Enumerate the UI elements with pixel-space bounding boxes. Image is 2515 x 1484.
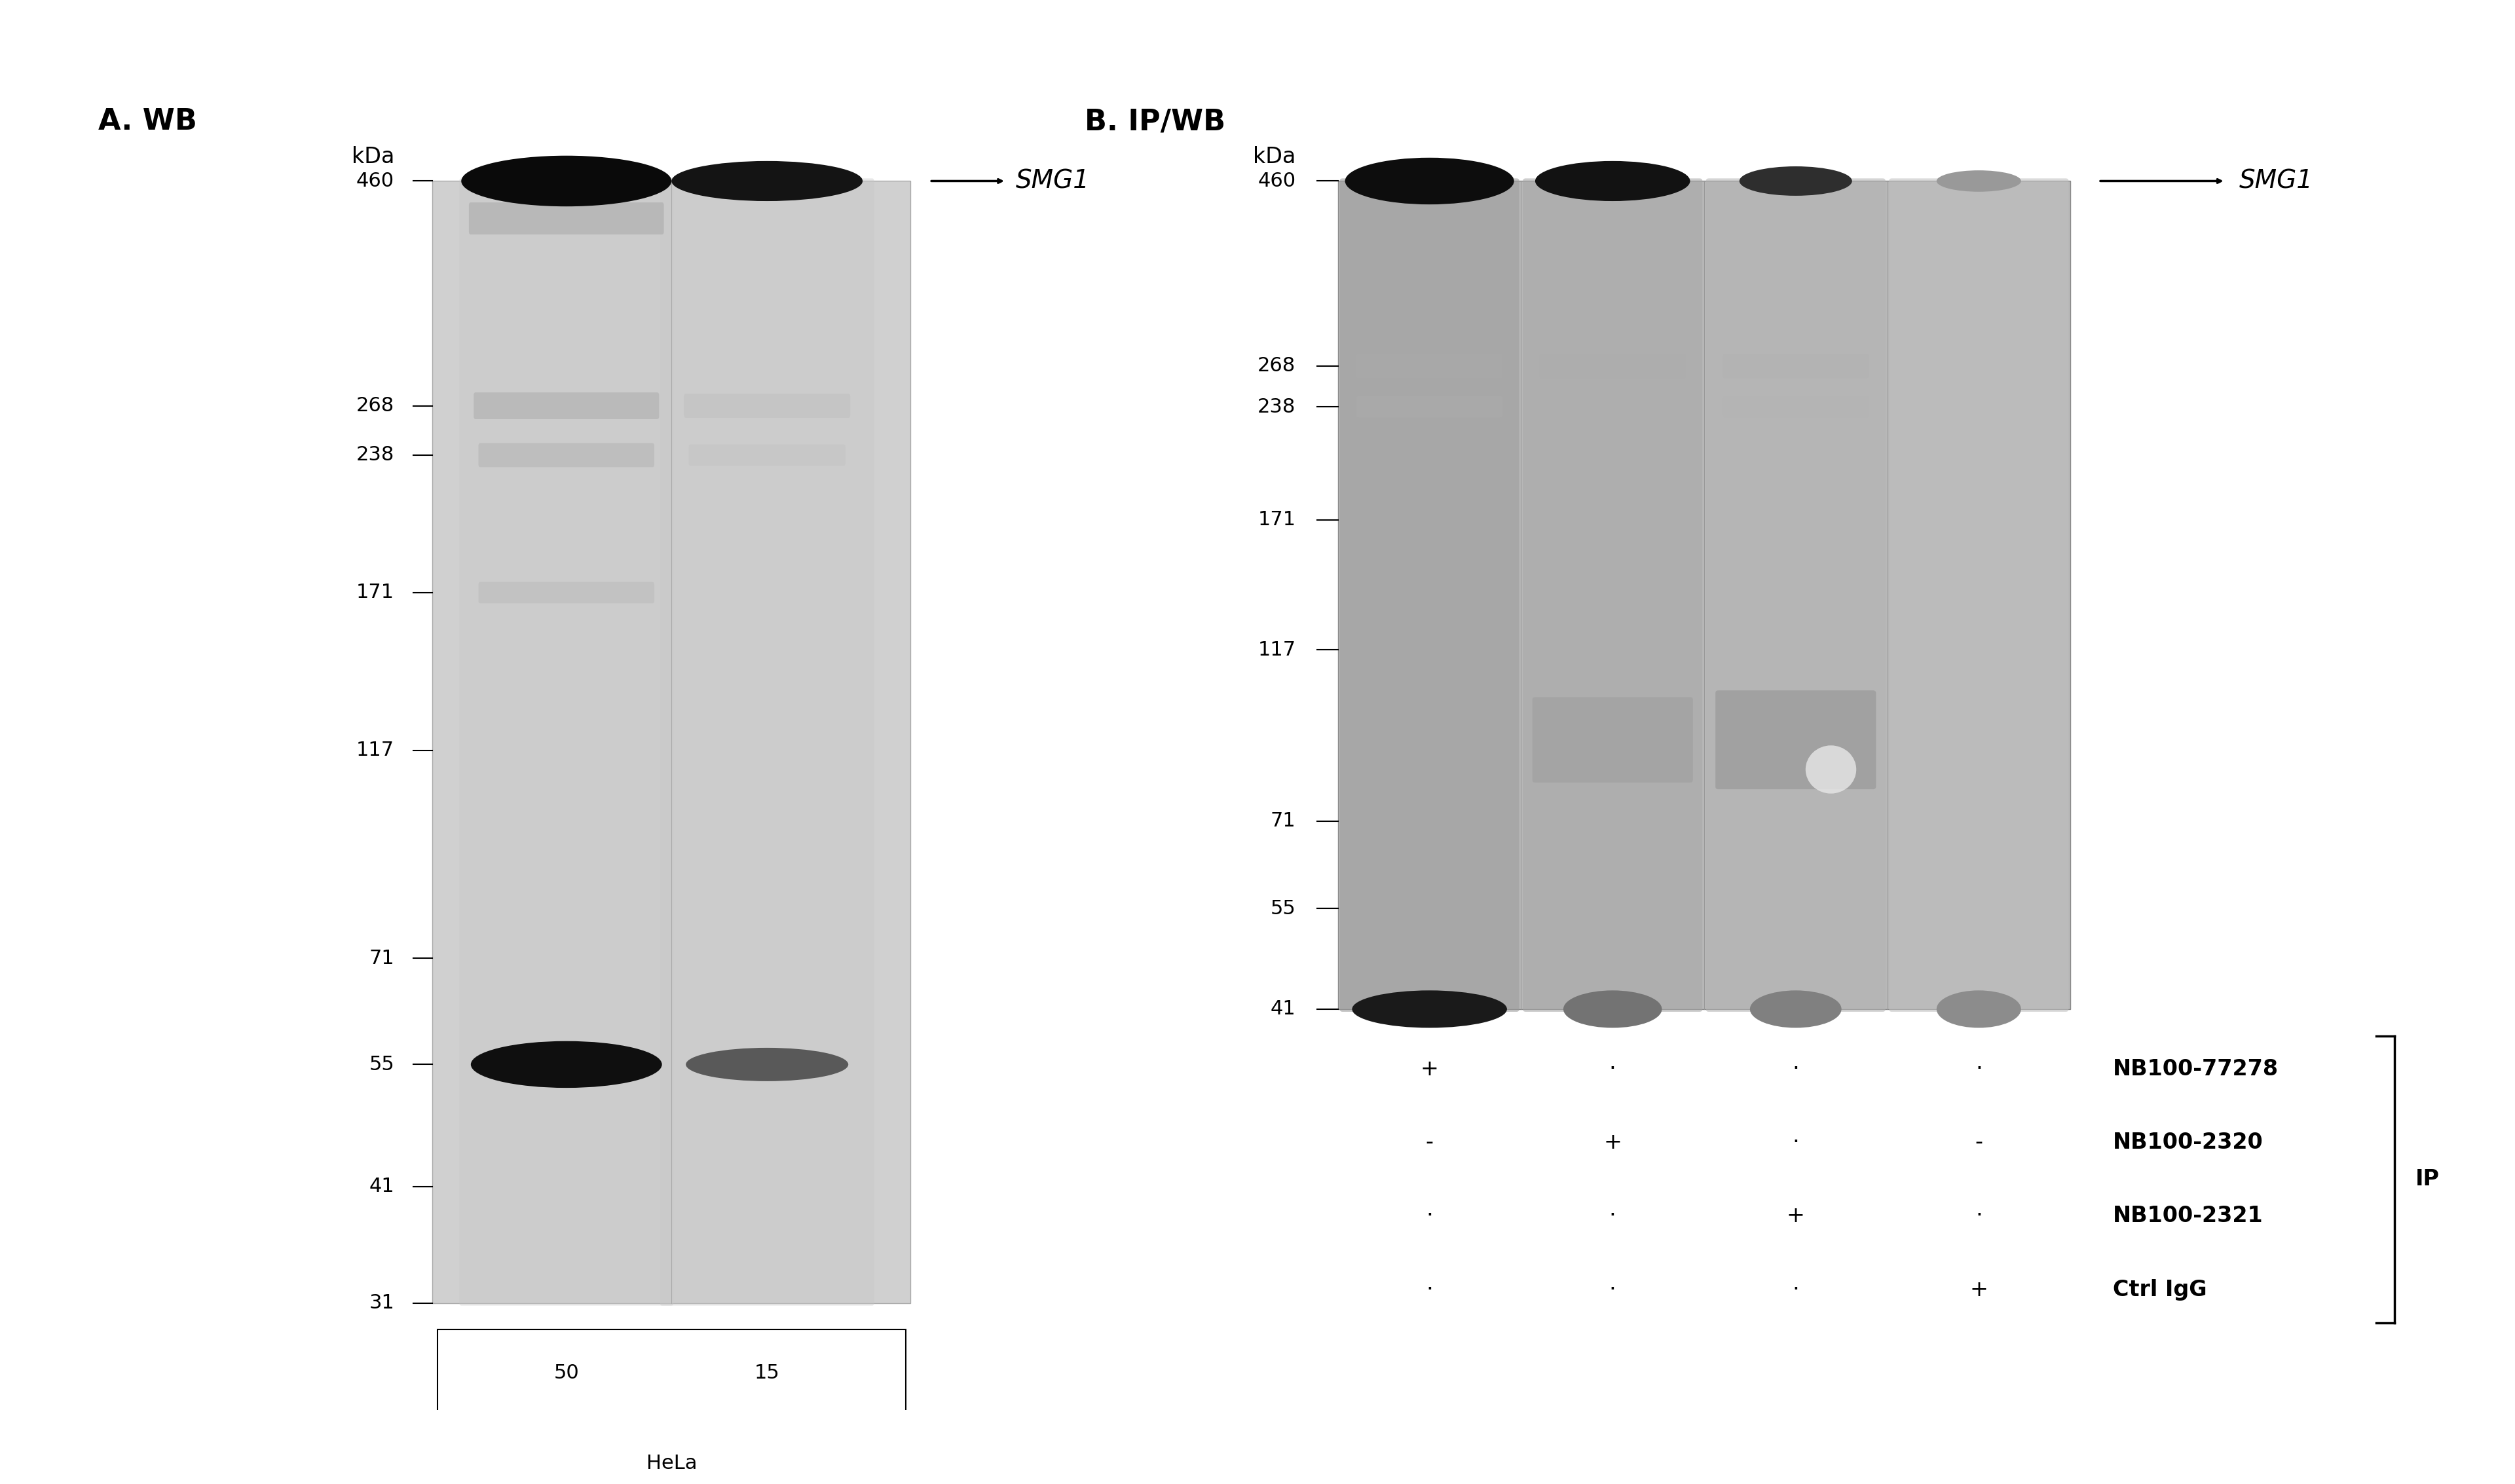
Text: Ctrl IgG: Ctrl IgG	[2113, 1279, 2206, 1300]
Ellipse shape	[1937, 171, 2022, 191]
Ellipse shape	[460, 156, 672, 206]
Text: 268: 268	[357, 396, 395, 416]
Text: HeLa: HeLa	[646, 1454, 697, 1472]
FancyBboxPatch shape	[1715, 690, 1876, 789]
FancyBboxPatch shape	[689, 444, 845, 466]
FancyBboxPatch shape	[684, 393, 850, 418]
Ellipse shape	[1534, 160, 1690, 200]
Text: IP: IP	[2414, 1168, 2440, 1190]
Ellipse shape	[1740, 166, 1851, 196]
Text: NB100-2321: NB100-2321	[2113, 1205, 2264, 1227]
Ellipse shape	[687, 1048, 848, 1082]
FancyBboxPatch shape	[1356, 396, 1504, 417]
Text: 238: 238	[1258, 398, 1295, 416]
Text: 171: 171	[1258, 510, 1295, 530]
FancyBboxPatch shape	[1532, 697, 1693, 782]
Text: -: -	[1426, 1132, 1434, 1153]
Text: SMG1: SMG1	[1016, 169, 1089, 193]
Text: ·: ·	[1426, 1205, 1434, 1227]
FancyBboxPatch shape	[473, 392, 659, 418]
Ellipse shape	[672, 160, 863, 200]
FancyBboxPatch shape	[1723, 396, 1869, 417]
Text: 41: 41	[1270, 1000, 1295, 1018]
Text: 268: 268	[1258, 356, 1295, 375]
FancyBboxPatch shape	[460, 178, 674, 1306]
Text: NB100-77278: NB100-77278	[2113, 1058, 2279, 1080]
Ellipse shape	[1750, 990, 1841, 1028]
Text: -: -	[1974, 1132, 1982, 1153]
Text: ·: ·	[1974, 1058, 1982, 1080]
Text: +: +	[1786, 1205, 1806, 1227]
Text: 71: 71	[370, 948, 395, 968]
Text: 238: 238	[357, 445, 395, 464]
Text: 460: 460	[357, 172, 395, 190]
Text: ·: ·	[1610, 1058, 1617, 1080]
FancyBboxPatch shape	[1522, 178, 1703, 1012]
FancyBboxPatch shape	[478, 444, 654, 467]
Text: +: +	[1605, 1132, 1622, 1153]
Text: kDa: kDa	[352, 145, 395, 168]
Text: A. WB: A. WB	[98, 107, 196, 135]
Text: SMG1: SMG1	[2238, 169, 2314, 193]
Text: 460: 460	[1258, 172, 1295, 190]
Ellipse shape	[1564, 990, 1662, 1028]
Text: 41: 41	[370, 1177, 395, 1196]
Text: ·: ·	[1793, 1132, 1798, 1153]
Bar	[433, 181, 910, 1303]
Text: ·: ·	[1610, 1279, 1617, 1300]
FancyBboxPatch shape	[1340, 178, 1519, 1012]
FancyBboxPatch shape	[468, 202, 664, 234]
Text: 55: 55	[1270, 899, 1295, 919]
Text: ·: ·	[1974, 1205, 1982, 1227]
Text: ·: ·	[1793, 1058, 1798, 1080]
Circle shape	[1806, 745, 1856, 794]
Text: 55: 55	[370, 1055, 395, 1074]
Text: 50: 50	[553, 1364, 578, 1383]
Text: +: +	[1969, 1279, 1987, 1300]
Text: +: +	[1421, 1058, 1439, 1080]
FancyBboxPatch shape	[1889, 178, 2067, 1012]
Text: 117: 117	[1258, 641, 1295, 659]
Text: ·: ·	[1610, 1205, 1617, 1227]
Text: B. IP/WB: B. IP/WB	[1084, 107, 1225, 135]
Ellipse shape	[1346, 157, 1514, 205]
Text: ·: ·	[1793, 1279, 1798, 1300]
Ellipse shape	[1937, 990, 2022, 1028]
FancyBboxPatch shape	[1539, 355, 1685, 378]
Ellipse shape	[470, 1042, 661, 1088]
FancyBboxPatch shape	[478, 582, 654, 604]
Text: kDa: kDa	[1252, 145, 1295, 168]
Text: 15: 15	[754, 1364, 780, 1383]
Bar	[1338, 181, 2070, 1009]
FancyBboxPatch shape	[1723, 355, 1869, 378]
Text: NB100-2320: NB100-2320	[2113, 1132, 2264, 1153]
Text: 31: 31	[370, 1294, 395, 1312]
FancyBboxPatch shape	[659, 178, 875, 1306]
Text: 171: 171	[357, 583, 395, 603]
Ellipse shape	[1353, 990, 1506, 1028]
Text: 71: 71	[1270, 812, 1295, 831]
FancyBboxPatch shape	[1705, 178, 1886, 1012]
Bar	[438, 1330, 905, 1416]
Text: 117: 117	[357, 741, 395, 760]
FancyBboxPatch shape	[1539, 396, 1685, 417]
Text: ·: ·	[1426, 1279, 1434, 1300]
FancyBboxPatch shape	[1356, 355, 1504, 378]
